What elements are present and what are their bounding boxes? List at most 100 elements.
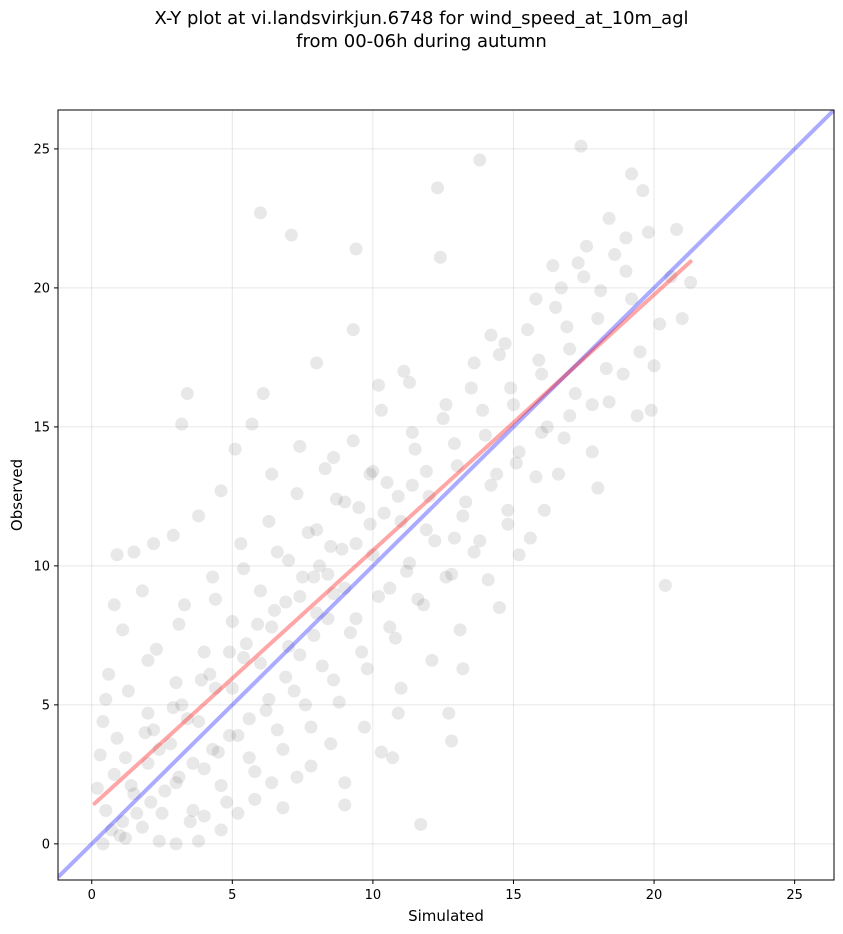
data-point xyxy=(439,570,453,584)
data-point xyxy=(684,275,698,289)
data-point xyxy=(225,681,239,695)
data-point xyxy=(349,242,363,256)
data-point xyxy=(127,545,141,559)
data-point xyxy=(501,517,515,531)
data-point xyxy=(492,348,506,362)
data-point xyxy=(585,398,599,412)
data-points xyxy=(90,139,698,851)
data-point xyxy=(647,359,661,373)
data-point xyxy=(619,231,633,245)
data-point xyxy=(386,751,400,765)
data-point xyxy=(214,778,228,792)
reference-lines xyxy=(58,110,834,879)
data-point xyxy=(197,645,211,659)
data-point xyxy=(574,139,588,153)
data-point xyxy=(346,323,360,337)
data-point xyxy=(529,470,543,484)
data-point xyxy=(304,759,318,773)
data-point xyxy=(594,284,608,298)
data-point xyxy=(394,681,408,695)
data-point xyxy=(402,375,416,389)
data-point xyxy=(169,837,183,851)
x-tick-label: 25 xyxy=(786,888,803,903)
data-point xyxy=(327,587,341,601)
data-point xyxy=(675,311,689,325)
data-point xyxy=(447,531,461,545)
data-point xyxy=(231,728,245,742)
data-point xyxy=(211,745,225,759)
data-point xyxy=(208,592,222,606)
data-point xyxy=(473,153,487,167)
data-point xyxy=(408,442,422,456)
data-point xyxy=(402,556,416,570)
data-point xyxy=(237,562,251,576)
data-point xyxy=(625,292,639,306)
data-point xyxy=(391,706,405,720)
data-point xyxy=(175,698,189,712)
data-point xyxy=(433,250,447,264)
data-point xyxy=(400,564,414,578)
data-point xyxy=(282,639,296,653)
data-point xyxy=(225,614,239,628)
data-point xyxy=(377,506,391,520)
data-point xyxy=(431,181,445,195)
data-point xyxy=(96,837,110,851)
data-point xyxy=(324,737,338,751)
data-point xyxy=(175,417,189,431)
data-point xyxy=(442,706,456,720)
x-tick-label: 10 xyxy=(365,888,382,903)
y-tick-label: 0 xyxy=(42,837,50,852)
data-point xyxy=(166,528,180,542)
data-point xyxy=(172,617,186,631)
data-point xyxy=(450,459,464,473)
data-point xyxy=(107,598,121,612)
data-point xyxy=(478,428,492,442)
data-point xyxy=(242,712,256,726)
data-point xyxy=(214,823,228,837)
data-point xyxy=(192,834,206,848)
data-point xyxy=(169,776,183,790)
data-point xyxy=(372,378,386,392)
data-point xyxy=(417,598,431,612)
data-point xyxy=(419,464,433,478)
data-point xyxy=(653,317,667,331)
data-point xyxy=(107,767,121,781)
data-point xyxy=(312,559,326,573)
plot-frame xyxy=(57,109,835,881)
data-point xyxy=(267,603,281,617)
data-point xyxy=(453,623,467,637)
data-point xyxy=(245,417,259,431)
data-point xyxy=(110,548,124,562)
data-point xyxy=(102,667,116,681)
data-point xyxy=(405,478,419,492)
data-point xyxy=(147,537,161,551)
data-point xyxy=(419,523,433,537)
data-point xyxy=(141,653,155,667)
data-point xyxy=(253,584,267,598)
data-point xyxy=(93,748,107,762)
data-point xyxy=(388,631,402,645)
data-point xyxy=(338,798,352,812)
data-point xyxy=(315,659,329,673)
data-point xyxy=(397,364,411,378)
data-point xyxy=(141,706,155,720)
data-point xyxy=(327,673,341,687)
y-tick-label: 15 xyxy=(33,420,50,435)
data-point xyxy=(467,545,481,559)
data-point xyxy=(557,431,571,445)
data-point xyxy=(456,662,470,676)
data-point xyxy=(203,667,217,681)
data-point xyxy=(158,784,172,798)
data-point xyxy=(535,367,549,381)
data-point xyxy=(343,626,357,640)
data-point xyxy=(310,523,324,537)
data-point xyxy=(116,815,130,829)
data-point xyxy=(670,223,684,237)
data-point xyxy=(357,720,371,734)
chart-subtitle: from 00-06h during autumn xyxy=(296,31,547,52)
data-point xyxy=(374,403,388,417)
data-point xyxy=(439,398,453,412)
data-point xyxy=(147,723,161,737)
data-point xyxy=(293,439,307,453)
data-point xyxy=(512,445,526,459)
